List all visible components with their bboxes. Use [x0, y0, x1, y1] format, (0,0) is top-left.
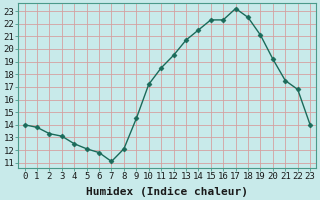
X-axis label: Humidex (Indice chaleur): Humidex (Indice chaleur)	[86, 186, 248, 197]
